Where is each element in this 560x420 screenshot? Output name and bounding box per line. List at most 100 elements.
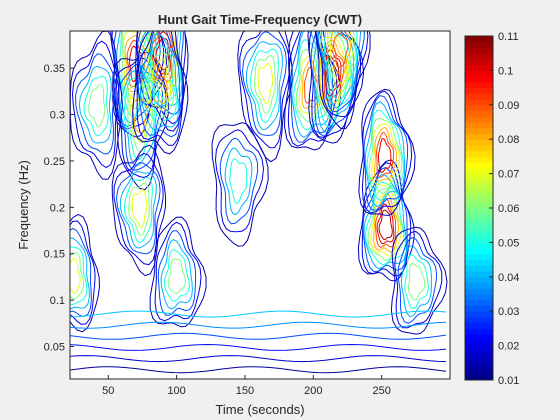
colorbar-swatch: [465, 305, 493, 312]
colorbar-swatch: [465, 173, 493, 180]
colorbar-tick-label: 0.02: [498, 341, 519, 353]
colorbar-tick-label: 0.04: [498, 272, 519, 284]
colorbar-swatch: [465, 53, 493, 60]
contour-line: [167, 258, 187, 295]
contour-line: [113, 31, 161, 128]
contour-band: [70, 321, 447, 329]
contour-line: [70, 246, 88, 306]
contour-line: [366, 109, 405, 201]
colorbar-swatch: [465, 265, 493, 272]
colorbar-swatch: [465, 64, 493, 71]
contour-line: [307, 31, 365, 144]
contour-line: [312, 31, 355, 133]
contour-line: [394, 230, 443, 329]
colorbar-swatch: [465, 253, 493, 261]
colorbar-swatch: [465, 196, 493, 203]
contour-line: [136, 31, 185, 146]
colorbar-swatch: [465, 190, 493, 197]
y-tick-label: 0.1: [50, 295, 65, 307]
colorbar-swatch: [465, 122, 493, 129]
contour-line: [78, 65, 112, 144]
contour-line: [131, 97, 148, 134]
contour-line: [113, 152, 164, 266]
contour-line: [390, 226, 448, 335]
contour-line: [283, 31, 342, 151]
colorbar-tick-label: 0.08: [498, 134, 519, 146]
contour-line: [224, 147, 253, 216]
colorbar-swatch: [465, 248, 493, 255]
colorbar-swatch: [465, 208, 493, 215]
colorbar-swatch: [465, 58, 493, 66]
colorbar-swatch: [465, 225, 493, 232]
colorbar-swatch: [465, 242, 493, 249]
colorbar-swatch: [465, 236, 493, 243]
colorbar-swatch: [465, 81, 493, 89]
contour-line: [70, 252, 85, 300]
colorbar-swatch: [465, 87, 493, 94]
contour-line: [152, 65, 168, 105]
colorbar-swatch: [465, 374, 493, 381]
x-tick-label: 100: [167, 385, 185, 397]
contour-line: [327, 31, 356, 95]
contour-line: [123, 176, 153, 244]
contour-line: [404, 254, 429, 310]
contour-line: [211, 122, 269, 247]
colorbar-swatch: [465, 339, 493, 347]
colorbar-swatch: [465, 162, 493, 169]
axes-box: [69, 30, 451, 380]
contour-line: [122, 31, 152, 101]
colorbar-swatch: [465, 213, 493, 220]
colorbar-swatch: [465, 334, 493, 341]
colorbar-tick-label: 0.05: [498, 237, 519, 249]
colorbar-swatch: [465, 167, 493, 175]
contour-line: [119, 171, 157, 249]
colorbar-tick-label: 0.01: [498, 375, 519, 387]
colorbar-swatch: [465, 36, 493, 43]
contour-line: [367, 187, 405, 261]
contour-line: [241, 31, 287, 136]
y-tick-label: 0.35: [44, 63, 65, 75]
colorbar-swatch: [465, 133, 493, 140]
colorbar-swatch: [465, 345, 493, 352]
colorbar-swatch: [465, 362, 493, 369]
colorbar-tick-label: 0.1: [498, 65, 513, 77]
colorbar-swatch: [465, 259, 493, 266]
contour-band: [70, 310, 447, 318]
contour-line: [88, 83, 106, 128]
contour-line: [152, 31, 171, 75]
contour-line: [254, 55, 276, 115]
contour-line: [375, 197, 397, 248]
contour-line: [163, 249, 190, 302]
colorbar-tick-label: 0.09: [498, 100, 519, 112]
colorbar-swatch: [465, 110, 493, 117]
contour-line: [141, 31, 182, 105]
colorbar-swatch: [465, 299, 493, 306]
contour-line: [333, 32, 349, 68]
colorbar-tick-label: 0.07: [498, 169, 519, 181]
contour-line: [128, 182, 150, 236]
colorbar-swatch: [465, 99, 493, 106]
contour-line: [328, 31, 354, 85]
y-tick-label: 0.15: [44, 249, 65, 261]
colorbar-swatch: [465, 357, 493, 364]
colorbar-swatch: [465, 127, 493, 134]
contour-line: [229, 158, 248, 204]
y-tick-label: 0.2: [50, 202, 65, 214]
contour-line: [376, 203, 395, 245]
contour-line: [378, 209, 393, 241]
contour-line: [370, 189, 402, 257]
colorbar-tick-label: 0.03: [498, 306, 519, 318]
contour-band: [70, 355, 447, 363]
contour-line: [368, 117, 403, 194]
colorbar-swatch: [465, 368, 493, 375]
colorbar-swatch: [465, 276, 493, 283]
x-axis-label: Time (seconds): [215, 402, 304, 417]
colorbar-swatch: [465, 156, 493, 163]
contour-line: [137, 31, 184, 115]
contour-line: [127, 85, 153, 153]
colorbar-swatch: [465, 271, 493, 278]
contour-line: [132, 31, 189, 155]
contour-line: [157, 230, 197, 316]
colorbar-swatch: [465, 328, 493, 335]
